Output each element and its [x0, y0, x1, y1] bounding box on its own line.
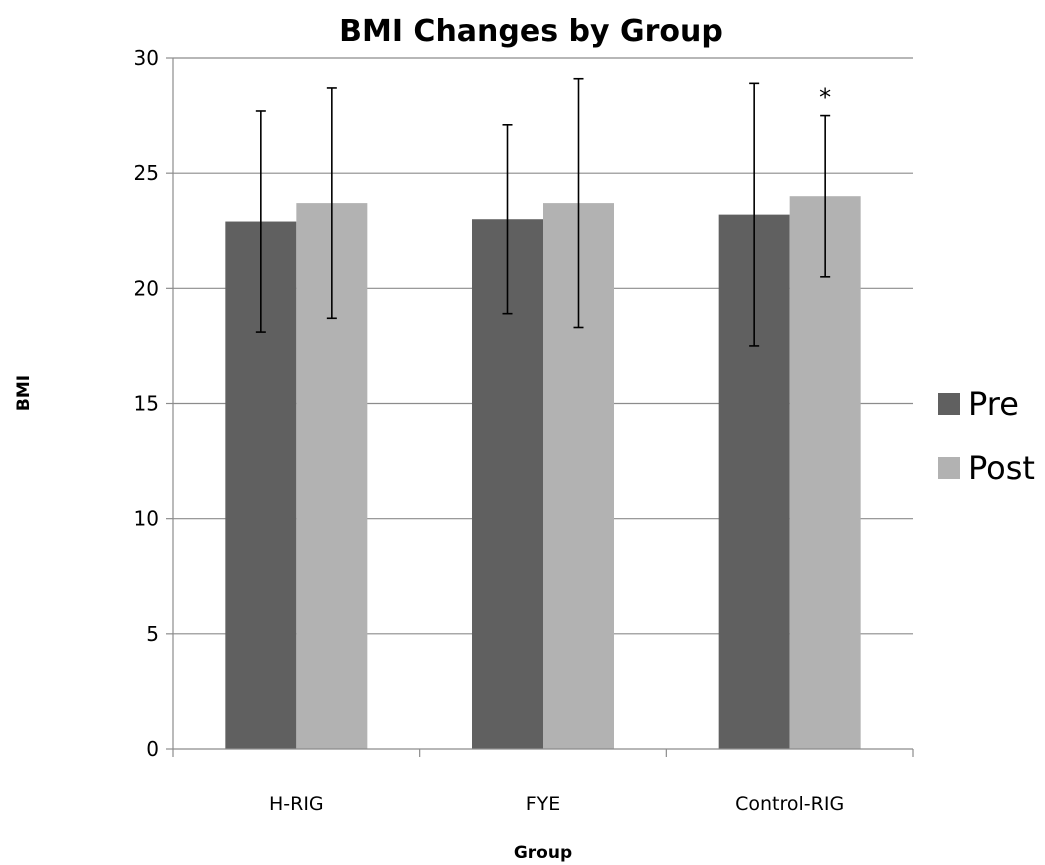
chart-title: BMI Changes by Group: [339, 14, 723, 49]
legend-swatch-pre: [938, 393, 960, 415]
annotations: *: [819, 84, 831, 112]
y-axis-label: BMI: [14, 375, 34, 411]
legend-label-post: Post: [968, 449, 1035, 487]
x-tick-label: FYE: [526, 793, 561, 815]
error-bars: [255, 77, 831, 347]
y-tick-label: 0: [146, 737, 159, 761]
y-tick-label: 20: [134, 276, 159, 300]
axes: [172, 58, 914, 757]
y-tick-label: 25: [134, 161, 159, 185]
x-axis-label: Group: [514, 843, 572, 863]
bar-post: [789, 196, 861, 749]
legend: Pre Post: [938, 385, 1035, 487]
y-tick-label: 10: [134, 507, 159, 531]
y-axis-ticks: 0 5 10 15 20 25 30: [134, 46, 173, 761]
significance-marker: *: [819, 84, 831, 112]
y-tick-label: 15: [134, 392, 159, 416]
bars: [225, 196, 861, 750]
x-tick-label: Control-RIG: [735, 793, 844, 815]
x-axis-categories: H-RIG FYE Control-RIG: [269, 793, 844, 815]
y-tick-label: 5: [146, 622, 159, 646]
legend-swatch-post: [938, 457, 960, 479]
legend-label-pre: Pre: [968, 385, 1019, 423]
x-tick-label: H-RIG: [269, 793, 324, 815]
y-tick-label: 30: [134, 46, 159, 70]
